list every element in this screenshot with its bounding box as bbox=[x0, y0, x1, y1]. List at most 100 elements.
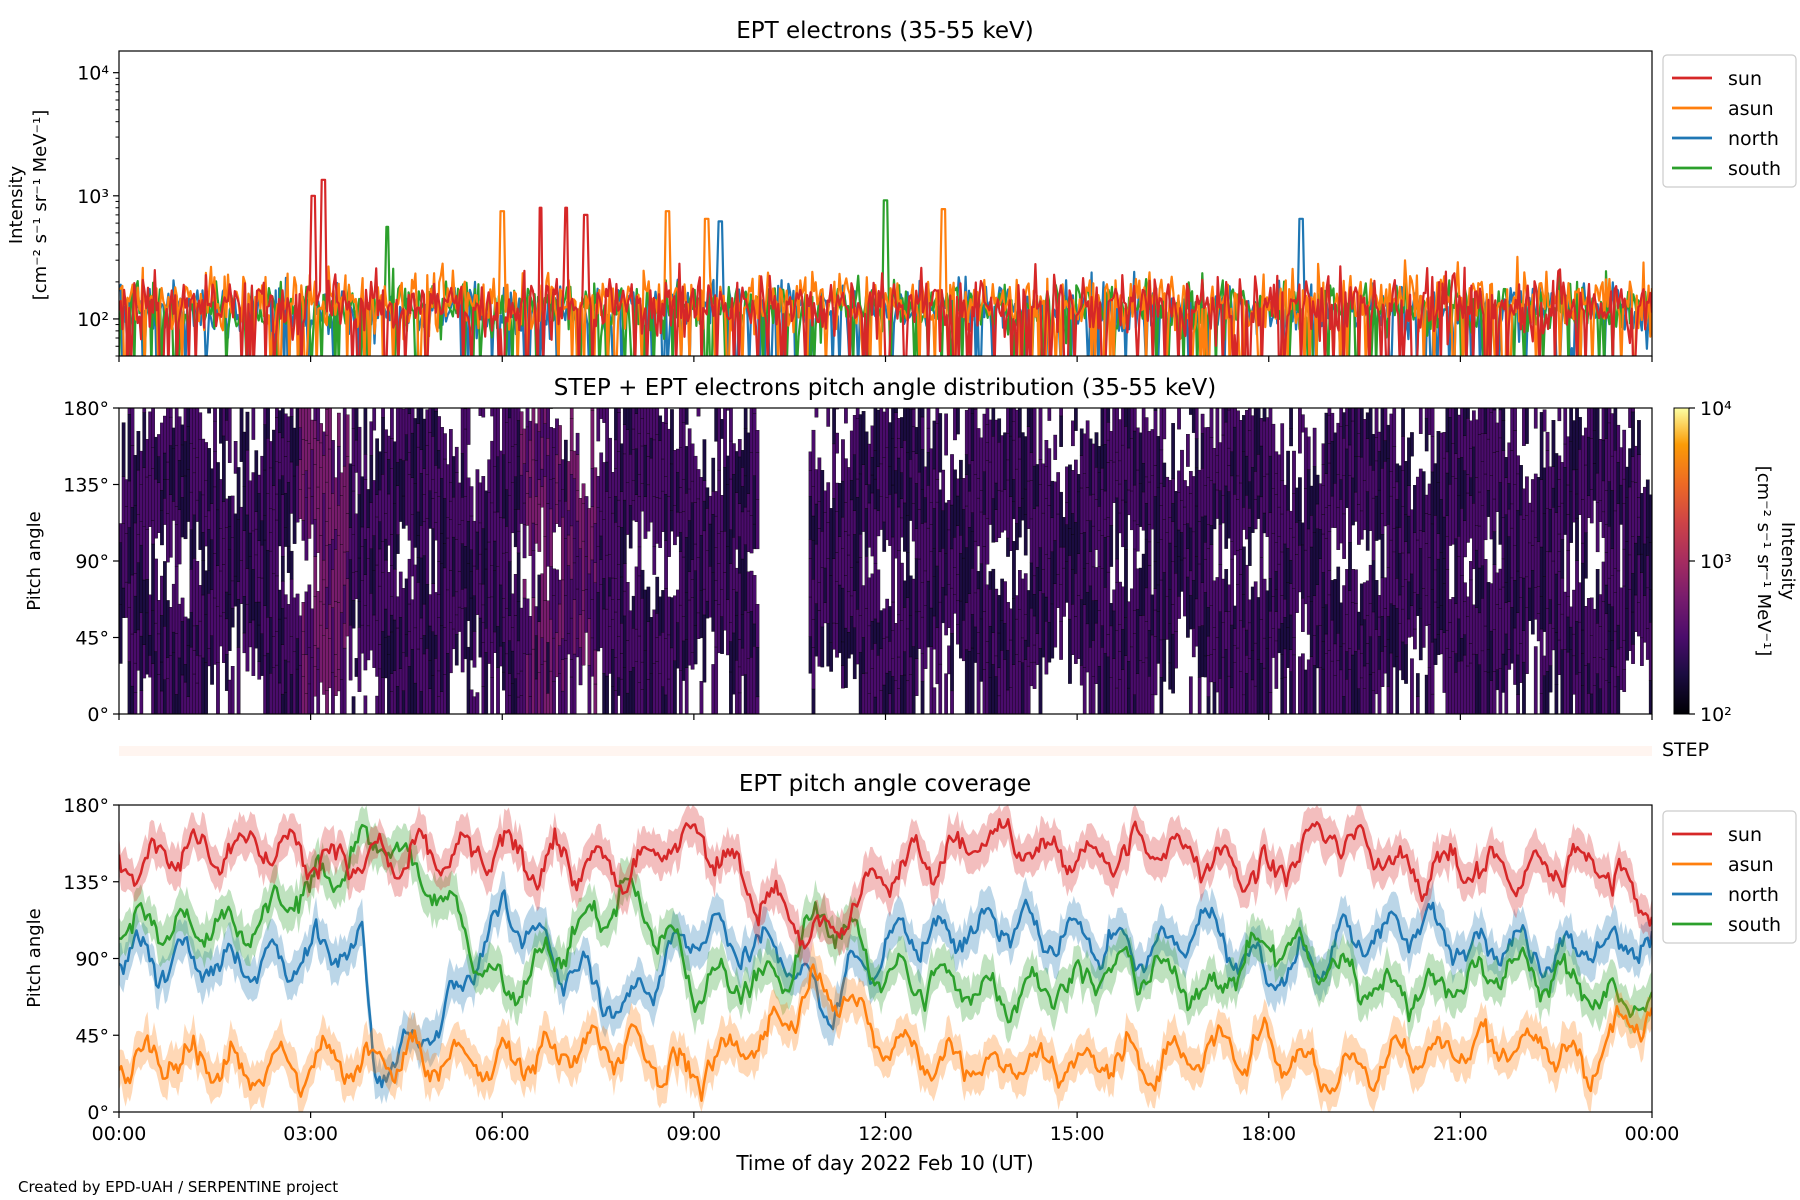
heatmap-cell bbox=[351, 696, 356, 714]
heatmap-cell bbox=[1177, 408, 1181, 430]
heatmap-cell bbox=[163, 561, 167, 627]
heatmap-cell bbox=[590, 410, 595, 469]
heatmap-cell bbox=[1525, 476, 1529, 516]
coverage-legend: sun asun north south bbox=[1662, 810, 1797, 944]
series-line-south bbox=[119, 199, 1652, 356]
heatmap-cell bbox=[811, 429, 816, 487]
heatmap-cell bbox=[363, 695, 368, 714]
heatmap-cell bbox=[844, 408, 848, 424]
heatmap-cell bbox=[755, 696, 760, 714]
legend-label-sun: sun bbox=[1728, 824, 1762, 846]
heatmap-cell bbox=[454, 634, 459, 666]
step-band-label: STEP bbox=[1662, 739, 1709, 761]
heatmap-cell bbox=[546, 408, 550, 439]
legend-box bbox=[1662, 54, 1797, 188]
heatmap-cell bbox=[1327, 408, 1332, 416]
heatmap-cell bbox=[1413, 628, 1417, 650]
heatmap-cell bbox=[920, 408, 925, 418]
heatmap-cell bbox=[496, 667, 500, 714]
heatmap-cell bbox=[944, 673, 948, 714]
heatmap-cell bbox=[646, 586, 651, 622]
legend-label-south: south bbox=[1728, 914, 1781, 936]
y-tick-label: 45° bbox=[75, 1025, 109, 1047]
heatmap-cell bbox=[932, 687, 937, 714]
colorbar-ticks: 10² 10³ 10⁴ bbox=[1689, 398, 1732, 726]
heatmap-cell bbox=[1374, 408, 1379, 438]
coverage-panel-title: EPT pitch angle coverage bbox=[739, 771, 1031, 797]
intensity-y-units: [cm⁻² s⁻¹ sr⁻¹ MeV⁻¹] bbox=[30, 110, 51, 301]
y-tick-label: 135° bbox=[63, 475, 109, 497]
heatmap-cell bbox=[1206, 696, 1211, 714]
heatmap-cell bbox=[596, 408, 601, 442]
heatmap-cell bbox=[1106, 408, 1111, 423]
heatmap-cell bbox=[699, 681, 704, 714]
heatmap-cell bbox=[1637, 420, 1641, 455]
heatmap-cell bbox=[1289, 408, 1293, 429]
heatmap-cell bbox=[222, 435, 226, 502]
heatmap-cell bbox=[1463, 582, 1467, 602]
heatmap-cell bbox=[1188, 676, 1193, 714]
heatmap-cell bbox=[1171, 423, 1175, 480]
heatmap-cell bbox=[1533, 646, 1538, 714]
heatmap-cell bbox=[1038, 648, 1043, 714]
heatmap-cell bbox=[826, 482, 831, 523]
heatmap-cell bbox=[1327, 531, 1332, 571]
heatmap-cell bbox=[449, 429, 453, 483]
heatmap-cell bbox=[1312, 665, 1317, 714]
heatmap-cell bbox=[673, 660, 677, 714]
heatmap-cell bbox=[1200, 413, 1205, 434]
heatmap-cell bbox=[481, 408, 486, 418]
heatmap-cell bbox=[1059, 408, 1063, 417]
heatmap-cell bbox=[266, 408, 270, 439]
x-tick-label: 21:00 bbox=[1433, 1123, 1488, 1145]
y-tick-label: 90° bbox=[75, 949, 109, 971]
heatmap-cell bbox=[142, 408, 147, 413]
heatmap-cell bbox=[1306, 436, 1311, 470]
heatmap-cell bbox=[519, 411, 524, 435]
heatmap-cell bbox=[496, 408, 500, 457]
heatmap-cell bbox=[1262, 408, 1267, 422]
heatmap-cell bbox=[956, 408, 960, 435]
heatmap-cell bbox=[973, 408, 978, 410]
heatmap-cell bbox=[233, 441, 238, 474]
heatmap-cell bbox=[755, 604, 760, 648]
heatmap-cell bbox=[1516, 694, 1520, 714]
heatmap-cell bbox=[1410, 432, 1414, 457]
intensity-legend: sun asun north south bbox=[1662, 54, 1797, 188]
heatmap-cell bbox=[1218, 523, 1223, 565]
heatmap-cell bbox=[180, 597, 185, 622]
heatmap-cell bbox=[1292, 654, 1296, 714]
coverage-panel: EPT pitch angle coverage 0° 45° 90° 135° 180… bbox=[24, 771, 1797, 1145]
heatmap-cell bbox=[1410, 658, 1414, 714]
heatmap-cell bbox=[1197, 677, 1202, 714]
y-tick-label: 90° bbox=[75, 551, 109, 573]
heatmap-cell bbox=[469, 486, 474, 517]
intensity-panel-title: EPT electrons (35-55 keV) bbox=[736, 18, 1033, 44]
heatmap-cell bbox=[345, 414, 350, 457]
heatmap-cell bbox=[575, 454, 580, 491]
colorbar-tick-label: 10³ bbox=[1700, 551, 1732, 573]
heatmap-cell bbox=[1186, 434, 1190, 467]
heatmap-cell bbox=[1071, 420, 1075, 447]
series-line-sun bbox=[119, 178, 1652, 356]
heatmap-cell bbox=[1415, 696, 1420, 714]
coverage-series-group bbox=[119, 805, 1652, 1112]
heatmap-cell bbox=[1115, 558, 1119, 583]
heatmap-cell bbox=[1292, 637, 1296, 656]
heatmap-cell bbox=[1017, 408, 1022, 438]
footer-credit: Created by EPD-UAH / SERPENTINE project bbox=[18, 1178, 338, 1196]
heatmap-cell bbox=[230, 607, 235, 628]
heatmap-cell bbox=[1516, 455, 1520, 475]
heatmap-cell bbox=[328, 408, 332, 450]
heatmap-cell bbox=[640, 569, 645, 599]
heatmap-cell bbox=[575, 432, 580, 455]
heatmap-cell bbox=[522, 578, 527, 599]
heatmap-cell bbox=[1401, 408, 1405, 437]
heatmap-cell bbox=[1545, 431, 1550, 451]
x-tick-label: 15:00 bbox=[1050, 1123, 1105, 1145]
heatmap-cell bbox=[390, 408, 394, 439]
heatmap-cell bbox=[858, 533, 863, 558]
heatmap-cell bbox=[443, 433, 447, 460]
heatmap-cell bbox=[752, 575, 757, 625]
